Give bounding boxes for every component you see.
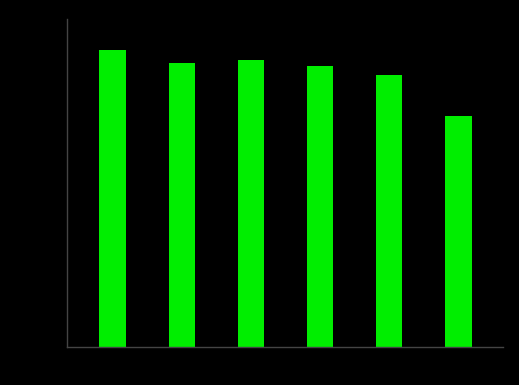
Bar bbox=[169, 63, 195, 346]
Bar bbox=[445, 116, 472, 346]
Bar bbox=[376, 75, 402, 346]
Bar bbox=[307, 66, 333, 346]
Bar bbox=[238, 60, 264, 346]
Bar bbox=[99, 50, 126, 346]
